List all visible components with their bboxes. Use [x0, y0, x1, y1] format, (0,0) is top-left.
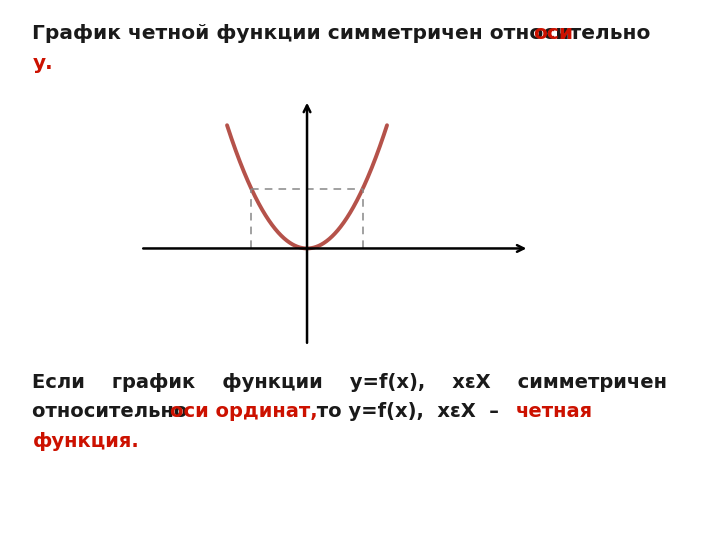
Text: функция.: функция. [32, 432, 139, 451]
Text: оси: оси [533, 24, 573, 43]
Text: то y=f(x),  xεX  –: то y=f(x), xεX – [310, 402, 506, 421]
Text: График четной функции симметричен относительно: График четной функции симметричен относи… [32, 24, 658, 43]
Text: у.: у. [32, 54, 53, 73]
Text: четная: четная [516, 402, 593, 421]
Text: оси ординат,: оси ординат, [170, 402, 318, 421]
Text: Если    график    функции    y=f(x),    xεX    симметричен: Если график функции y=f(x), xεX симметри… [32, 373, 667, 392]
Text: относительно: относительно [32, 402, 194, 421]
